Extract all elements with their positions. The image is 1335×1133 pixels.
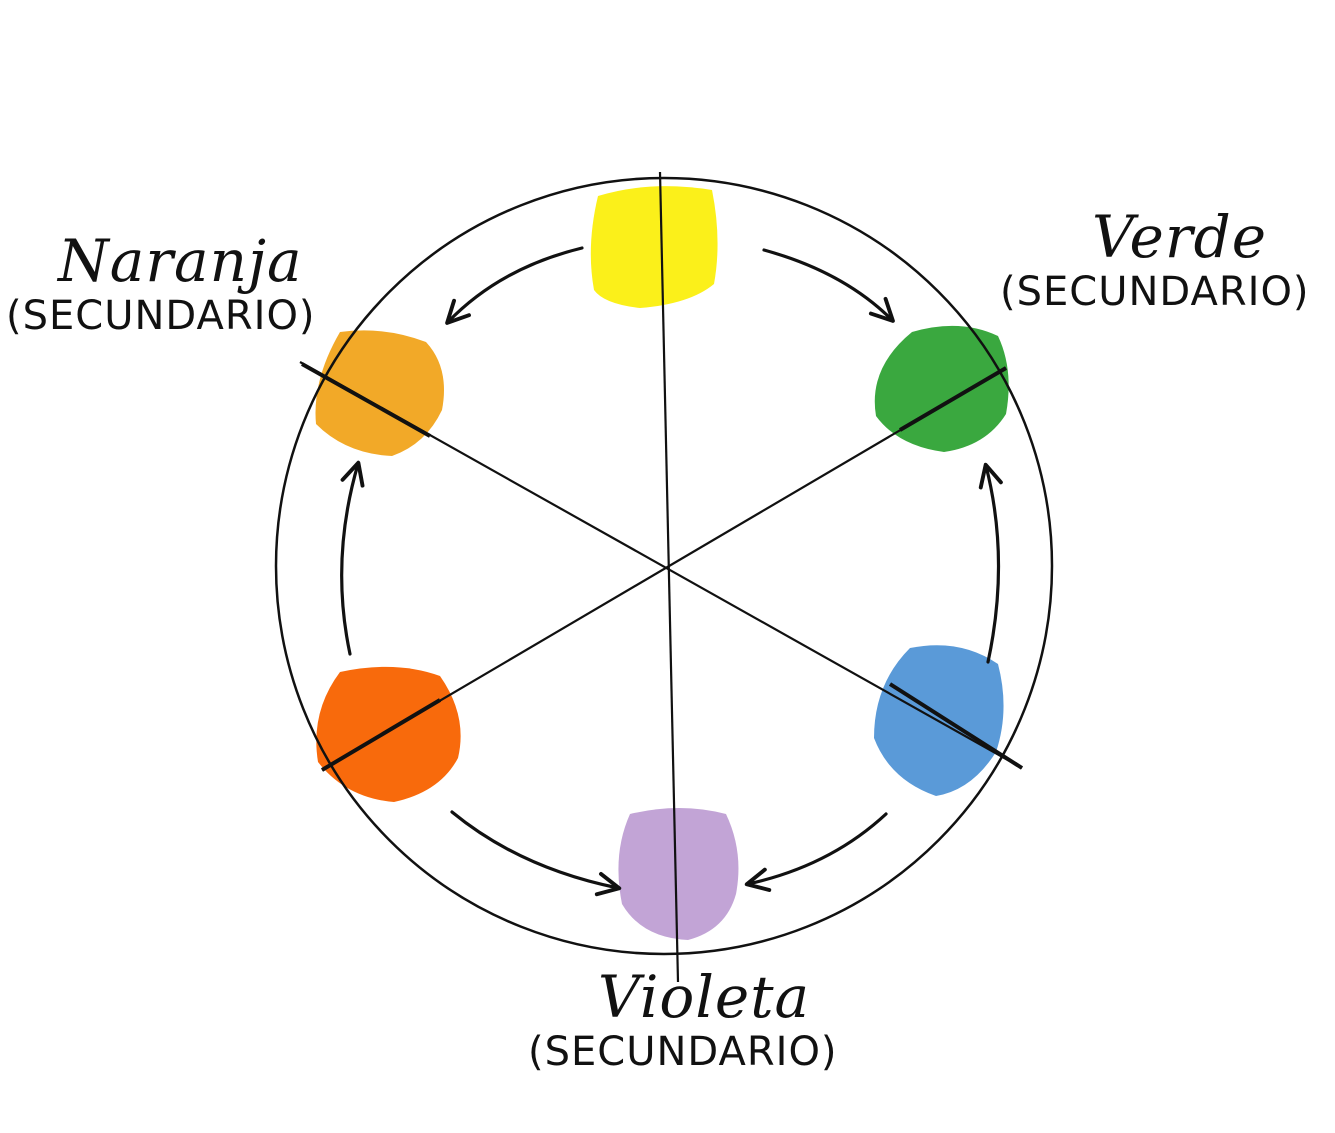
green-label-kind: (SECUNDARIO): [1000, 269, 1310, 315]
orange-label-name: Naranja: [58, 227, 303, 295]
arrow-blue-to-violet: [744, 812, 888, 892]
vertical-axis-line: [658, 171, 680, 983]
yellow-swatch: [590, 186, 718, 308]
orange-label-kind: (SECUNDARIO): [6, 293, 316, 339]
orange-label: Naranja (SECUNDARIO): [6, 232, 316, 336]
green-swatch-stroke: [898, 366, 1008, 432]
arrow-blue-to-green: [978, 462, 1003, 664]
green-label-name: Verde: [1092, 203, 1268, 271]
arrow-redorange-to-violet: [450, 810, 622, 897]
orange-swatch-stroke: [301, 362, 431, 438]
violet-label: Violeta (SECUNDARIO): [528, 968, 838, 1072]
green-label: Verde (SECUNDARIO): [1000, 208, 1310, 312]
blue-swatch-stroke: [888, 682, 1024, 770]
light-orange-swatch: [315, 330, 444, 456]
wheel-circle: [274, 176, 1054, 956]
violet-swatch: [618, 808, 739, 940]
violet-label-name: Violeta: [598, 963, 811, 1031]
red-orange-swatch: [316, 666, 461, 802]
arrow-redorange-to-orange: [340, 460, 365, 656]
arrow-yellow-to-green: [762, 248, 895, 323]
green-swatch: [874, 325, 1009, 452]
violet-label-kind: (SECUNDARIO): [528, 1029, 838, 1075]
red-orange-swatch-stroke: [320, 698, 442, 772]
arrow-yellow-to-orange: [445, 246, 584, 325]
